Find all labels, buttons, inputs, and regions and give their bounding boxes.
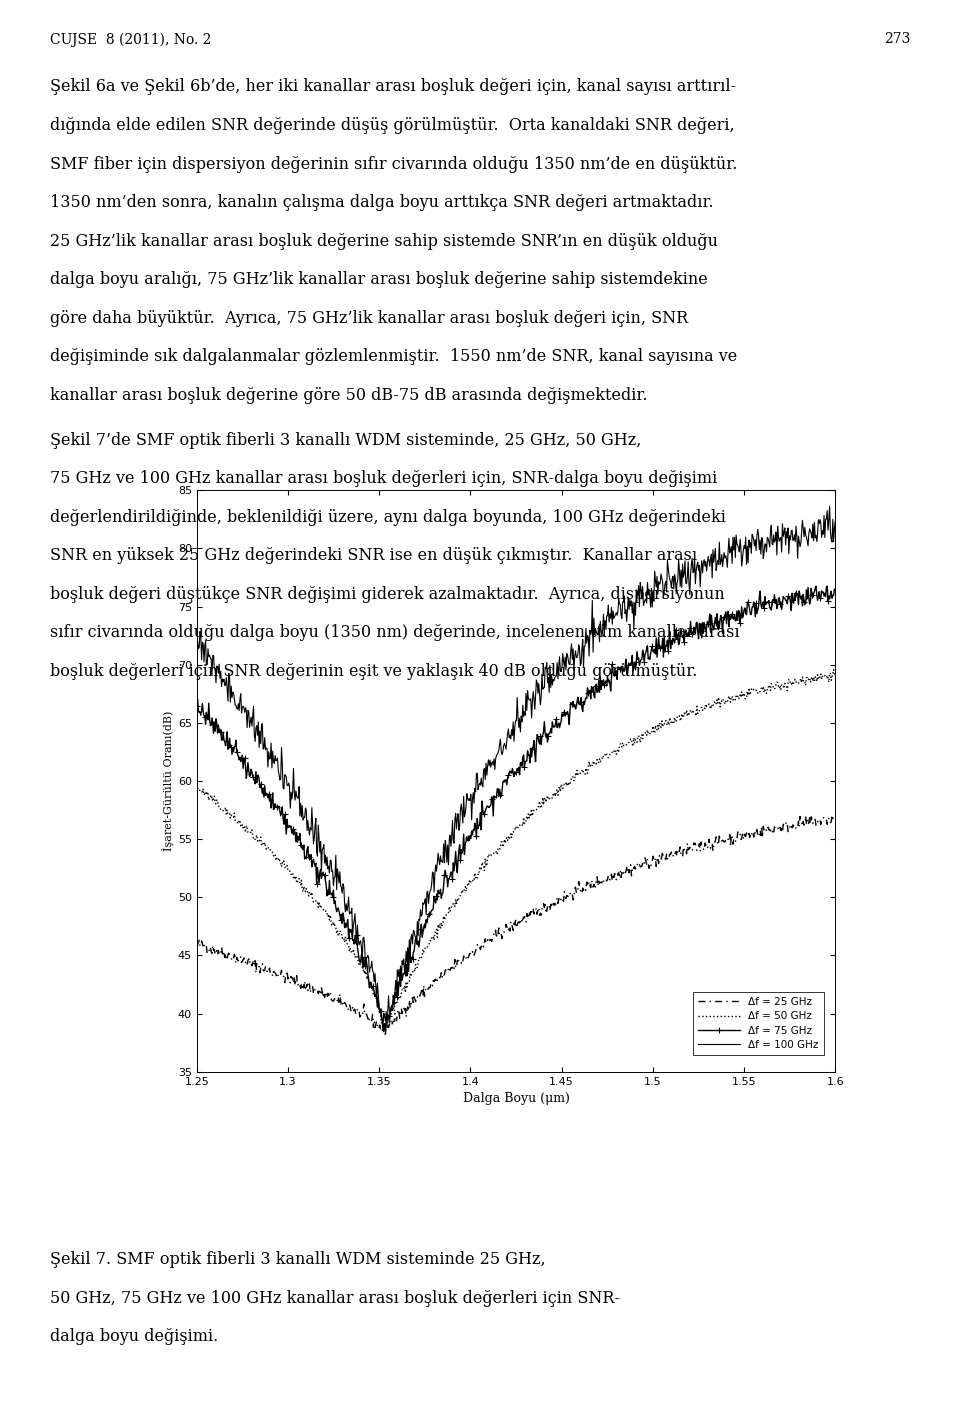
Δf = 100 GHz	[741, 538, 753, 555]
Δf = 50 GHz	[230, 813, 242, 829]
Δf = 100 GHz	[579, 637, 590, 654]
Δf = 25 GHz	[579, 881, 590, 898]
Δf = 100 GHz	[598, 621, 610, 637]
Text: Şekil 6a ve Şekil 6b’de, her iki kanallar arası boşluk değeri için, kanal sayısı: Şekil 6a ve Şekil 6b’de, her iki kanalla…	[50, 78, 736, 95]
Text: SNR en yüksek 25 GHz değerindeki SNR ise en düşük çıkmıştır.  Kanallar arası: SNR en yüksek 25 GHz değerindeki SNR ise…	[50, 548, 697, 565]
Δf = 50 GHz	[741, 684, 753, 700]
Δf = 75 GHz	[676, 626, 687, 643]
Text: 75 GHz ve 100 GHz kanallar arası boşluk değerleri için, SNR-dalga boyu değişimi: 75 GHz ve 100 GHz kanallar arası boşluk …	[50, 471, 717, 488]
X-axis label: Dalga Boyu (μm): Dalga Boyu (μm)	[463, 1093, 569, 1105]
Δf = 25 GHz	[379, 1026, 391, 1042]
Legend: Δf = 25 GHz, Δf = 50 GHz, Δf = 75 GHz, Δf = 100 GHz: Δf = 25 GHz, Δf = 50 GHz, Δf = 75 GHz, Δ…	[693, 992, 824, 1055]
Text: boşluk değeri düştükçe SNR değişimi giderek azalmaktadır.  Ayrıca, dispersiyonun: boşluk değeri düştükçe SNR değişimi gide…	[50, 586, 725, 602]
Δf = 100 GHz	[824, 497, 835, 514]
Δf = 25 GHz	[741, 825, 753, 842]
Δf = 50 GHz	[563, 778, 574, 794]
Text: göre daha büyüktür.  Ayrıca, 75 GHz’lik kanallar arası boşluk değeri için, SNR: göre daha büyüktür. Ayrıca, 75 GHz’lik k…	[50, 310, 688, 326]
Δf = 25 GHz	[230, 954, 242, 971]
Text: sıfır civarında olduğu dalga boyu (1350 nm) değerinde, incelenen tüm kanallar ar: sıfır civarında olduğu dalga boyu (1350 …	[50, 625, 739, 642]
Δf = 25 GHz	[676, 848, 687, 864]
Δf = 75 GHz	[598, 677, 610, 693]
Text: SMF fiber için dispersiyon değerinin sıfır civarında olduğu 1350 nm’de en düşükt: SMF fiber için dispersiyon değerinin sıf…	[50, 156, 737, 172]
Line: Δf = 25 GHz: Δf = 25 GHz	[197, 815, 835, 1034]
Text: değişiminde sık dalgalanmalar gözlemlenmiştir.  1550 nm’de SNR, kanal sayısına v: değişiminde sık dalgalanmalar gözlemlenm…	[50, 349, 737, 366]
Δf = 100 GHz	[230, 696, 242, 713]
Δf = 50 GHz	[828, 661, 839, 678]
Δf = 75 GHz	[822, 577, 833, 594]
Δf = 25 GHz	[191, 934, 203, 951]
Text: CUJSE  8 (2011), No. 2: CUJSE 8 (2011), No. 2	[50, 32, 211, 46]
Δf = 50 GHz	[378, 1021, 390, 1038]
Δf = 100 GHz	[676, 579, 687, 595]
Text: dalga boyu değişimi.: dalga boyu değişimi.	[50, 1328, 218, 1345]
Text: boşluk değerleri için SNR değerinin eşit ve yaklaşık 40 dB olduğu görülmüştür.: boşluk değerleri için SNR değerinin eşit…	[50, 663, 697, 679]
Δf = 25 GHz	[827, 807, 838, 824]
Δf = 50 GHz	[829, 667, 841, 684]
Δf = 100 GHz	[377, 1020, 389, 1037]
Δf = 50 GHz	[579, 766, 590, 783]
Text: kanallar arası boşluk değerine göre 50 dB-75 dB arasında değişmektedir.: kanallar arası boşluk değerine göre 50 d…	[50, 387, 647, 403]
Δf = 25 GHz	[563, 888, 574, 905]
Line: Δf = 100 GHz: Δf = 100 GHz	[197, 506, 835, 1028]
Δf = 75 GHz	[741, 595, 753, 612]
Δf = 100 GHz	[563, 651, 574, 668]
Δf = 75 GHz	[579, 692, 590, 709]
Text: 273: 273	[884, 32, 910, 46]
Δf = 75 GHz	[230, 731, 242, 748]
Text: dalga boyu aralığı, 75 GHz’lik kanallar arası boşluk değerine sahip sistemdekine: dalga boyu aralığı, 75 GHz’lik kanallar …	[50, 272, 708, 289]
Δf = 75 GHz	[378, 1023, 390, 1040]
Δf = 50 GHz	[598, 750, 610, 766]
Text: değerlendirildiğinde, beklenildiği üzere, aynı dalga boyunda, 100 GHz değerindek: değerlendirildiğinde, beklenildiği üzere…	[50, 509, 726, 525]
Δf = 75 GHz	[191, 698, 203, 715]
Δf = 100 GHz	[191, 639, 203, 656]
Y-axis label: İşaret-Gürültü Oranı(dB): İşaret-Gürültü Oranı(dB)	[161, 710, 174, 852]
Δf = 75 GHz	[563, 708, 574, 724]
Text: dığında elde edilen SNR değerinde düşüş görülmüştür.  Orta kanaldaki SNR değeri,: dığında elde edilen SNR değerinde düşüş …	[50, 118, 734, 134]
Text: Şekil 7’de SMF optik fiberli 3 kanallı WDM sisteminde, 25 GHz, 50 GHz,: Şekil 7’de SMF optik fiberli 3 kanallı W…	[50, 432, 641, 448]
Δf = 25 GHz	[598, 870, 610, 887]
Δf = 50 GHz	[191, 776, 203, 793]
Text: Şekil 7. SMF optik fiberli 3 kanallı WDM sisteminde 25 GHz,: Şekil 7. SMF optik fiberli 3 kanallı WDM…	[50, 1251, 545, 1268]
Text: 50 GHz, 75 GHz ve 100 GHz kanallar arası boşluk değerleri için SNR-: 50 GHz, 75 GHz ve 100 GHz kanallar arası…	[50, 1289, 620, 1307]
Text: 1350 nm’den sonra, kanalın çalışma dalga boyu arttıkça SNR değeri artmaktadır.: 1350 nm’den sonra, kanalın çalışma dalga…	[50, 195, 713, 212]
Δf = 25 GHz	[829, 810, 841, 827]
Δf = 75 GHz	[829, 581, 841, 598]
Δf = 100 GHz	[829, 513, 841, 530]
Line: Δf = 50 GHz: Δf = 50 GHz	[197, 670, 835, 1030]
Line: Δf = 75 GHz: Δf = 75 GHz	[193, 583, 839, 1035]
Δf = 50 GHz	[676, 705, 687, 722]
Text: 25 GHz’lik kanallar arası boşluk değerine sahip sistemde SNR’ın en düşük olduğu: 25 GHz’lik kanallar arası boşluk değerin…	[50, 233, 718, 249]
